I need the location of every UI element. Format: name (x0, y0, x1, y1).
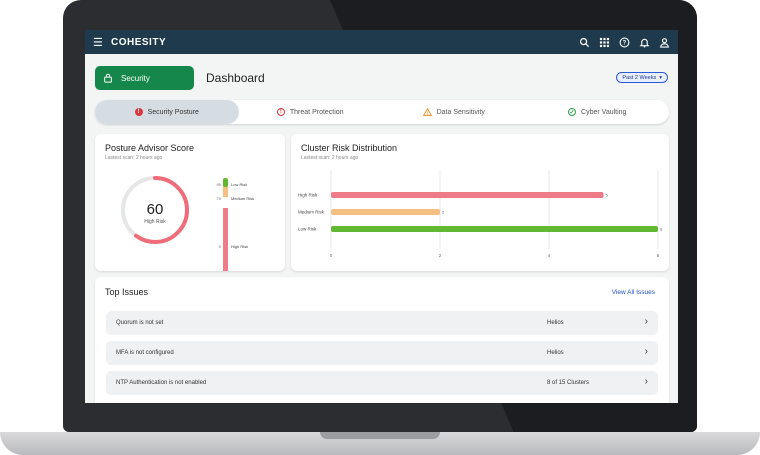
tab-label: Threat Protection (289, 108, 344, 116)
category-label: Medium Risk (298, 210, 325, 215)
hamburger-menu-icon[interactable]: ☰ (93, 36, 103, 49)
issue-row[interactable]: MFA is not configured Helios › (106, 341, 658, 365)
x-tick-label: 4 (548, 253, 551, 258)
tab-label: Data Sensitivity (436, 108, 485, 116)
cluster-card-title: Cluster Risk Distribution (301, 143, 398, 153)
tab-threat-protection[interactable]: ! Threat Protection (239, 100, 383, 124)
top-bar: ☰ COHESITY ? (85, 30, 678, 54)
issue-row[interactable]: Quorum is not set Helios › (106, 311, 658, 335)
apps-grid-icon[interactable] (599, 37, 610, 48)
top-issues-card: Top Issues View All Issues Quorum is not… (95, 277, 669, 403)
bar-value-label: 6 (660, 227, 663, 232)
user-icon[interactable] (659, 37, 670, 48)
cluster-card-subtitle: Lastest scan: 2 hours ago (301, 155, 359, 161)
alert-circle-icon: ! (276, 108, 285, 116)
tab-label: Security Posture (147, 108, 199, 116)
posture-gauge: 60 High Risk 90 Low Risk 70 Medium Risk … (121, 176, 254, 271)
scale-value: 70 (217, 196, 222, 201)
tab-data-sensitivity[interactable]: ! Data Sensitivity (382, 100, 526, 124)
top-bar-actions: ? (579, 37, 670, 48)
category-label: High Risk (298, 193, 318, 198)
issue-scope: 8 of 15 Clusters (547, 380, 590, 386)
chevron-right-icon: › (644, 316, 648, 327)
scale-low-segment (223, 178, 228, 187)
cluster-risk-card: Cluster Risk Distribution Lastest scan: … (291, 134, 669, 271)
score-value: 60 (147, 201, 164, 218)
posture-advisor-card: Posture Advisor Score Lastest scan: 2 ho… (95, 134, 285, 271)
issue-name: Quorum is not set (116, 320, 164, 326)
search-icon[interactable] (579, 37, 590, 48)
security-tabs: ! Security Posture ! Threat Protection !… (95, 100, 669, 124)
x-tick-label: 0 (330, 253, 333, 258)
scale-high-cap (223, 208, 228, 271)
check-circle-icon: ✓ (568, 108, 577, 116)
scale-label: Low Risk (231, 182, 247, 187)
bar-value-label: 5 (606, 193, 609, 198)
svg-text:!: ! (426, 111, 428, 116)
brand-logo: COHESITY (111, 36, 167, 48)
gauge-score-arc (121, 176, 189, 244)
laptop-base (0, 432, 760, 455)
tab-security-posture[interactable]: ! Security Posture (95, 100, 239, 124)
bell-icon[interactable] (639, 37, 650, 48)
scale-value: 90 (217, 182, 222, 187)
posture-card-title: Posture Advisor Score (105, 143, 195, 153)
date-range-label: Past 2 Weeks (622, 74, 657, 81)
security-section-label: Security (121, 73, 150, 83)
laptop-notch (320, 432, 440, 439)
app-screen: ☰ COHESITY ? (85, 30, 678, 403)
date-range-select[interactable]: Past 2 Weeks ▾ (616, 72, 668, 83)
tab-cyber-vaulting[interactable]: ✓ Cyber Vaulting (526, 100, 670, 124)
scale-label: High Risk (231, 244, 248, 249)
tab-label: Cyber Vaulting (581, 108, 627, 116)
chevron-right-icon: › (644, 346, 648, 357)
top-issues-title: Top Issues (105, 287, 149, 297)
bar-low-risk (331, 226, 658, 232)
cluster-risk-chart: 0 2 4 6 High Risk 5 Medium Risk 2 Low Risk 6 (298, 170, 663, 258)
help-icon[interactable]: ? (619, 37, 630, 48)
issue-name: MFA is not configured (116, 350, 174, 356)
page-title: Dashboard (206, 71, 265, 85)
page-header: Security Dashboard Past 2 Weeks ▾ (85, 54, 678, 96)
alert-filled-icon: ! (134, 108, 143, 116)
lock-icon (104, 73, 112, 83)
x-tick-label: 6 (657, 253, 660, 258)
x-tick-label: 2 (439, 253, 442, 258)
bar-high-risk (331, 192, 604, 198)
issue-scope: Helios (547, 350, 564, 356)
warning-triangle-icon: ! (422, 108, 432, 116)
score-label: High Risk (144, 219, 166, 225)
issue-scope: Helios (547, 320, 564, 326)
chevron-right-icon: › (644, 376, 648, 387)
scale-label: Medium Risk (231, 196, 254, 201)
view-all-issues-link[interactable]: View All Issues (611, 289, 655, 296)
chevron-down-icon: ▾ (659, 74, 662, 81)
scale-medium-segment (223, 181, 228, 197)
issue-name: NTP Authentication is not enabled (116, 380, 207, 386)
issue-row[interactable]: NTP Authentication is not enabled 8 of 1… (106, 371, 658, 395)
scale-value: 0 (219, 244, 222, 249)
bar-medium-risk (331, 209, 440, 215)
bar-value-label: 2 (442, 210, 445, 215)
posture-card-subtitle: Lastest scan: 2 hours ago (105, 155, 163, 161)
svg-text:?: ? (623, 40, 627, 46)
security-section-button[interactable]: Security (95, 66, 194, 90)
category-label: Low Risk (298, 227, 317, 232)
